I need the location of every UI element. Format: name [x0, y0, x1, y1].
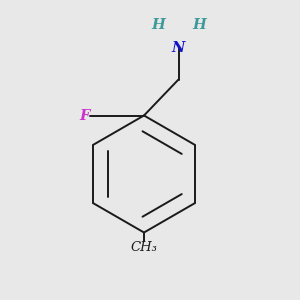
Text: H: H [151, 18, 165, 32]
Text: H: H [192, 18, 206, 32]
Text: CH₃: CH₃ [130, 241, 158, 254]
Text: F: F [80, 109, 90, 122]
Text: N: N [172, 41, 185, 55]
